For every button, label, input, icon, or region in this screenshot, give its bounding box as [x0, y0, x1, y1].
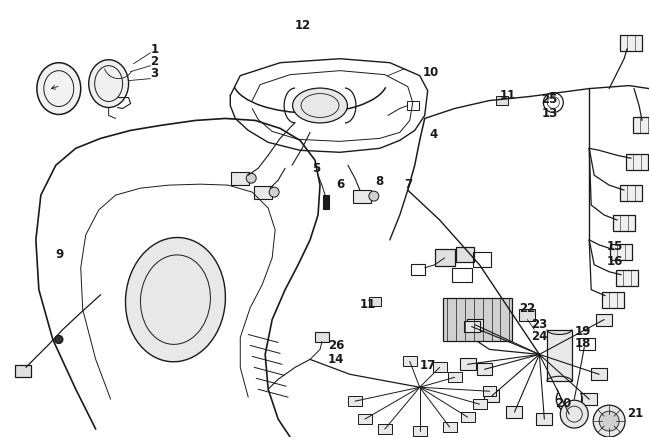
Text: 21: 21	[627, 407, 644, 420]
Text: 4: 4	[430, 128, 438, 141]
Bar	[413, 426, 426, 436]
Circle shape	[560, 400, 588, 428]
Ellipse shape	[37, 63, 81, 114]
Circle shape	[55, 336, 63, 343]
Text: 1: 1	[151, 43, 159, 56]
Text: 24: 24	[532, 329, 548, 343]
Circle shape	[599, 411, 619, 431]
Bar	[411, 264, 424, 275]
Bar	[626, 154, 648, 170]
Text: 13: 13	[541, 106, 558, 120]
Bar	[581, 393, 597, 405]
Text: 12: 12	[295, 19, 311, 32]
Bar	[547, 329, 572, 381]
Text: 6: 6	[336, 178, 344, 191]
Text: 18: 18	[574, 337, 591, 350]
Bar	[369, 297, 381, 306]
Text: 17: 17	[420, 359, 436, 372]
Bar	[315, 332, 329, 343]
Bar	[620, 185, 642, 201]
Text: 11: 11	[360, 298, 376, 311]
Bar	[443, 298, 512, 342]
Text: 20: 20	[555, 397, 571, 410]
Bar	[231, 172, 249, 185]
Bar	[323, 195, 329, 209]
Bar	[602, 292, 624, 307]
Text: 10: 10	[422, 66, 439, 79]
Bar	[463, 321, 480, 332]
Text: 3: 3	[151, 67, 159, 80]
Bar	[476, 364, 493, 375]
Bar	[519, 309, 536, 321]
Text: 5: 5	[312, 162, 320, 175]
Bar	[579, 339, 595, 350]
Bar	[443, 422, 456, 432]
Text: 26: 26	[328, 339, 344, 353]
Bar	[536, 413, 552, 425]
Circle shape	[269, 187, 279, 197]
Bar	[620, 35, 642, 51]
Bar	[592, 368, 607, 380]
Ellipse shape	[88, 60, 129, 107]
Text: 11: 11	[499, 88, 515, 102]
Text: 9: 9	[56, 248, 64, 261]
Bar	[482, 386, 497, 396]
Bar	[433, 362, 447, 372]
Text: 22: 22	[519, 302, 536, 314]
Bar	[506, 406, 523, 418]
Bar	[435, 249, 454, 266]
Bar	[448, 372, 462, 382]
Ellipse shape	[292, 88, 348, 123]
Bar	[254, 186, 272, 198]
Bar	[358, 414, 372, 424]
Bar	[460, 358, 476, 370]
Text: 23: 23	[532, 318, 548, 331]
Bar	[613, 215, 635, 231]
Bar	[562, 408, 577, 420]
Bar	[353, 190, 371, 202]
Bar	[15, 365, 31, 377]
Bar	[403, 357, 417, 366]
Bar	[348, 396, 362, 406]
Text: 19: 19	[574, 325, 591, 338]
Text: 15: 15	[607, 240, 623, 253]
Bar	[407, 101, 419, 110]
Text: 16: 16	[607, 255, 623, 268]
Bar	[456, 247, 474, 262]
Text: 7: 7	[404, 178, 412, 191]
Bar	[610, 244, 632, 260]
Circle shape	[593, 405, 625, 437]
Bar	[473, 252, 491, 267]
Text: 8: 8	[375, 175, 383, 188]
Bar	[467, 318, 482, 331]
Ellipse shape	[125, 237, 226, 362]
Bar	[596, 314, 612, 325]
Bar	[616, 270, 638, 286]
Bar	[484, 390, 499, 402]
Bar	[473, 399, 486, 409]
Bar	[497, 96, 508, 105]
Text: 25: 25	[541, 92, 558, 106]
Bar	[452, 268, 471, 282]
Text: 14: 14	[328, 353, 344, 367]
Bar	[378, 424, 392, 434]
Bar	[461, 412, 474, 422]
Bar	[633, 117, 650, 134]
Circle shape	[369, 191, 379, 201]
Text: 2: 2	[151, 55, 159, 68]
Circle shape	[246, 173, 256, 183]
